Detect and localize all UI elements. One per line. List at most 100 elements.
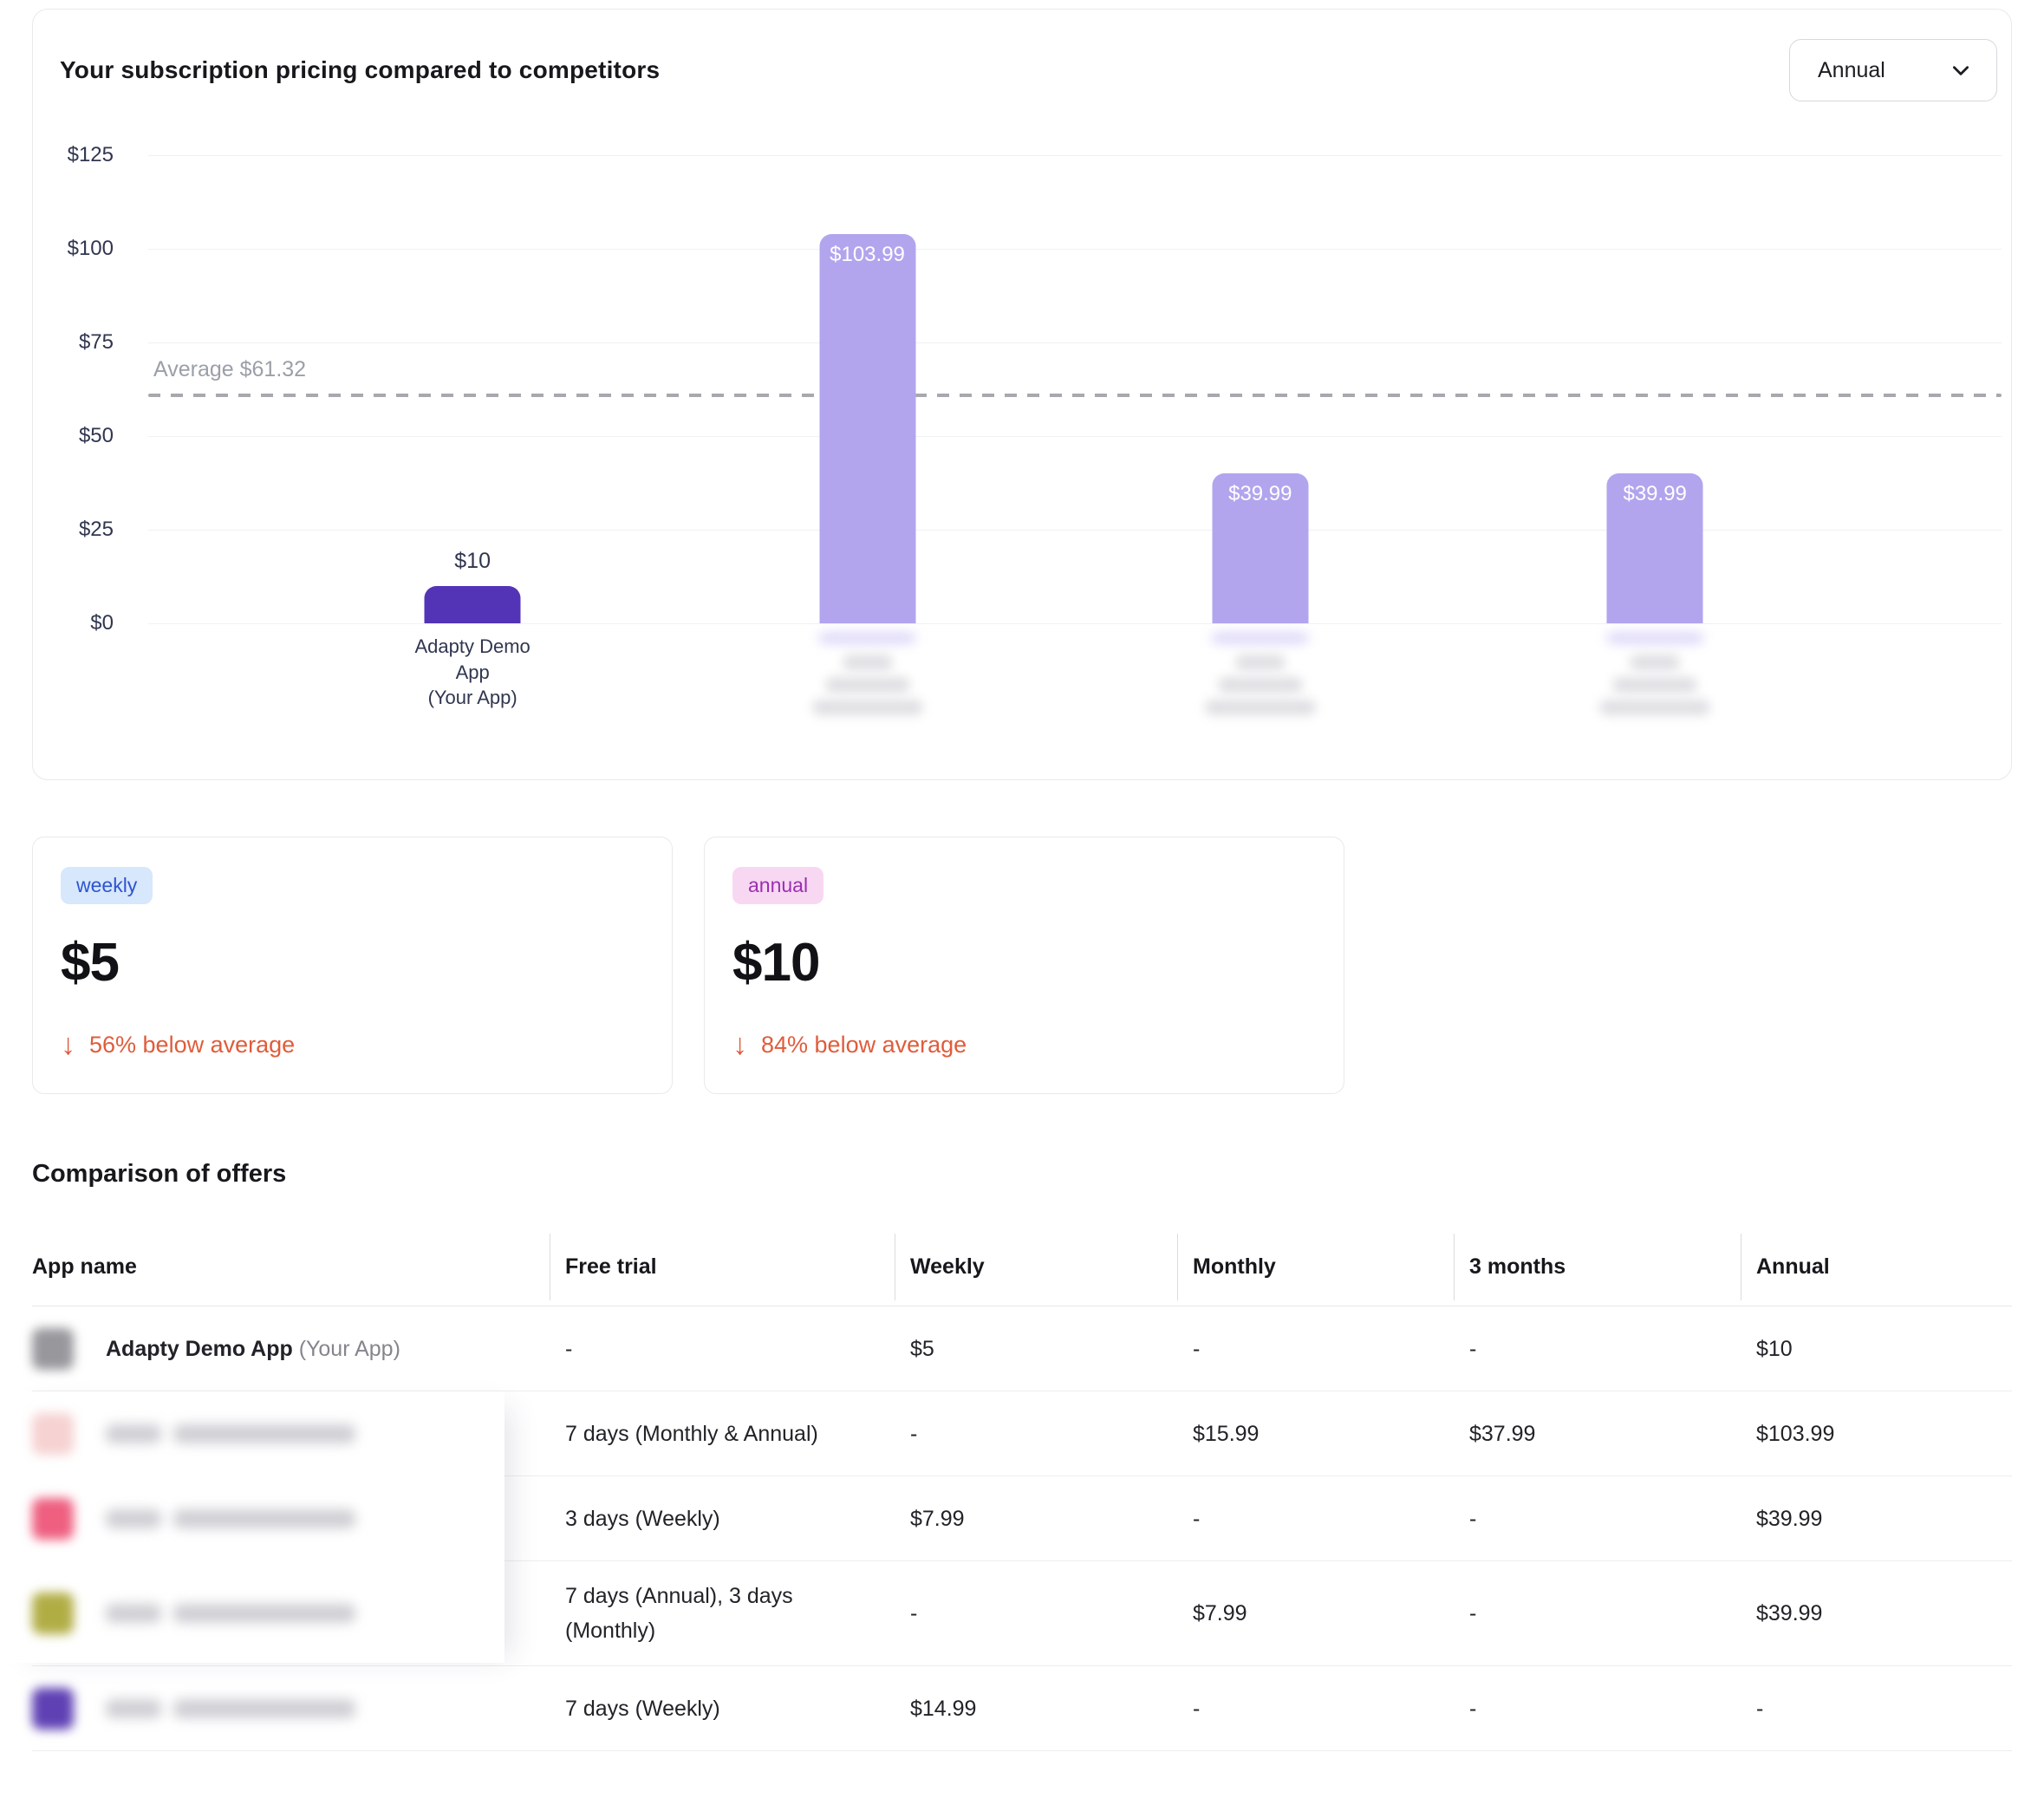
stat-cards-row: weekly $5 ↓ 56% below average annual $10…: [32, 837, 2012, 1094]
cell-weekly: $14.99: [910, 1696, 977, 1721]
chevron-down-icon: [1953, 66, 1969, 75]
stat-card-weekly: weekly $5 ↓ 56% below average: [32, 837, 673, 1094]
cell-free-trial: 3 days (Weekly): [565, 1506, 720, 1531]
y-axis-tick: $50: [78, 424, 114, 447]
redacted-app-name: [106, 1604, 355, 1623]
chart-title: Your subscription pricing compared to co…: [60, 56, 661, 83]
redacted-label-line: [842, 655, 893, 670]
down-arrow-icon: ↓: [732, 1028, 747, 1061]
gridline: [148, 530, 2002, 531]
cell-free-trial: -: [565, 1336, 573, 1361]
redacted-app-name: [106, 1508, 355, 1528]
redacted-name-segment: [173, 1423, 355, 1443]
cell-monthly: -: [1193, 1506, 1201, 1531]
table-row: 7 days (Monthly & Annual) - $15.99 $37.99 $1…: [32, 1391, 2012, 1476]
gridline: [148, 436, 2002, 437]
cell-monthly: -: [1193, 1696, 1201, 1721]
cell-app-name: [32, 1671, 550, 1747]
weekly-delta-text: 56% below average: [89, 1031, 296, 1058]
cell-app-name: Adapty Demo App (Your App): [32, 1311, 550, 1387]
cell-3-months: -: [1469, 1506, 1477, 1531]
period-dropdown[interactable]: Annual: [1789, 39, 1997, 101]
y-axis-tick: $125: [67, 143, 114, 166]
table-row: Adapty Demo App (Your App) - $5 - - $10: [32, 1306, 2012, 1391]
redacted-app-name: [106, 1698, 355, 1718]
cell-free-trial: 7 days (Monthly & Annual): [565, 1421, 818, 1446]
weekly-badge: weekly: [61, 867, 153, 904]
annual-delta: ↓ 84% below average: [732, 1030, 1316, 1059]
cell-free-trial: 7 days (Weekly): [565, 1696, 720, 1721]
cell-app-name: [32, 1481, 550, 1557]
redacted-label-line: [1630, 655, 1681, 670]
col-header-3-months: 3 months: [1454, 1228, 1741, 1306]
pricing-dashboard: Your subscription pricing compared to co…: [0, 9, 2012, 1751]
gridline: [148, 623, 2002, 624]
table-body: Adapty Demo App (Your App) - $5 - - $10 7 days…: [0, 1306, 2012, 1751]
average-line: [148, 394, 2002, 398]
app-icon: [32, 1412, 74, 1455]
y-axis-tick: $25: [78, 518, 114, 541]
redacted-label-line: [1599, 700, 1711, 715]
app-name: Adapty Demo App (Your App): [106, 1336, 400, 1361]
redacted-name-segment: [106, 1604, 161, 1623]
cell-monthly: $7.99: [1193, 1601, 1247, 1625]
cell-3-months: -: [1469, 1336, 1477, 1361]
redacted-name-segment: [106, 1508, 161, 1528]
price-bar: $39.99: [1212, 473, 1309, 623]
cell-3-months: -: [1469, 1696, 1477, 1721]
cell-annual: $10: [1756, 1336, 1793, 1361]
price-bar: $103.99: [819, 233, 916, 623]
x-axis-label: [1139, 634, 1382, 719]
cell-weekly: -: [910, 1601, 918, 1625]
weekly-delta: ↓ 56% below average: [61, 1030, 644, 1059]
redacted-label-line: [824, 677, 910, 693]
gridline: [148, 342, 2002, 343]
period-dropdown-value: Annual: [1818, 57, 1885, 82]
table-header-row: App name Free trial Weekly Monthly 3 mon…: [32, 1228, 2012, 1306]
table-row: 7 days (Annual), 3 days (Monthly) - $7.99 -…: [32, 1561, 2012, 1666]
cell-3-months: -: [1469, 1601, 1477, 1625]
pricing-chart-card: Your subscription pricing compared to co…: [32, 9, 2012, 780]
cell-app-name: [32, 1396, 550, 1472]
average-label: Average $61.32: [153, 357, 307, 382]
y-axis-tick: $75: [78, 330, 114, 354]
col-header-weekly: Weekly: [895, 1228, 1177, 1306]
redacted-label-line: [1234, 655, 1286, 670]
annual-delta-text: 84% below average: [761, 1031, 967, 1058]
x-axis-label: Adapty Demo App (Your App): [414, 635, 531, 709]
cell-monthly: $15.99: [1193, 1421, 1260, 1446]
stat-card-annual: annual $10 ↓ 84% below average: [704, 837, 1344, 1094]
x-axis-label: [746, 634, 989, 719]
down-arrow-icon: ↓: [61, 1028, 75, 1061]
comparison-heading: Comparison of offers: [32, 1160, 287, 1188]
bar-chart: $0 $25 $50 $75 $100 $125 Average $61.32 $10 Adap…: [68, 143, 2002, 715]
col-header-monthly: Monthly: [1177, 1228, 1454, 1306]
bar-value-label: $103.99: [830, 242, 905, 266]
cell-annual: $39.99: [1756, 1506, 1823, 1531]
bar-value-label: $10: [454, 548, 491, 573]
bar-reflection: [1212, 634, 1309, 642]
cell-annual: $39.99: [1756, 1601, 1823, 1625]
cell-free-trial: 7 days (Annual), 3 days (Monthly): [565, 1584, 793, 1643]
cell-weekly: -: [910, 1421, 918, 1446]
app-icon: [32, 1327, 74, 1370]
cell-app-name: [32, 1575, 550, 1651]
chart-header: Your subscription pricing compared to co…: [33, 10, 2011, 101]
annual-price-value: $10: [732, 933, 820, 993]
y-axis-tick: $0: [90, 611, 114, 635]
cell-monthly: -: [1193, 1336, 1201, 1361]
col-header-annual: Annual: [1741, 1228, 2012, 1306]
redacted-name-segment: [106, 1423, 161, 1443]
app-icon: [32, 1593, 74, 1634]
price-bar: $39.99: [1606, 473, 1703, 623]
annual-badge: annual: [732, 867, 824, 904]
app-icon: [32, 1687, 74, 1730]
redacted-label-line: [1204, 700, 1316, 715]
redacted-name-segment: [106, 1698, 161, 1718]
bar-value-label: $39.99: [1228, 482, 1292, 506]
col-header-free-trial: Free trial: [550, 1228, 895, 1306]
app-icon: [32, 1497, 74, 1540]
redacted-label-line: [1612, 677, 1698, 693]
offers-table: App name Free trial Weekly Monthly 3 mon…: [0, 1228, 2012, 1751]
price-bar: $10: [424, 549, 521, 623]
